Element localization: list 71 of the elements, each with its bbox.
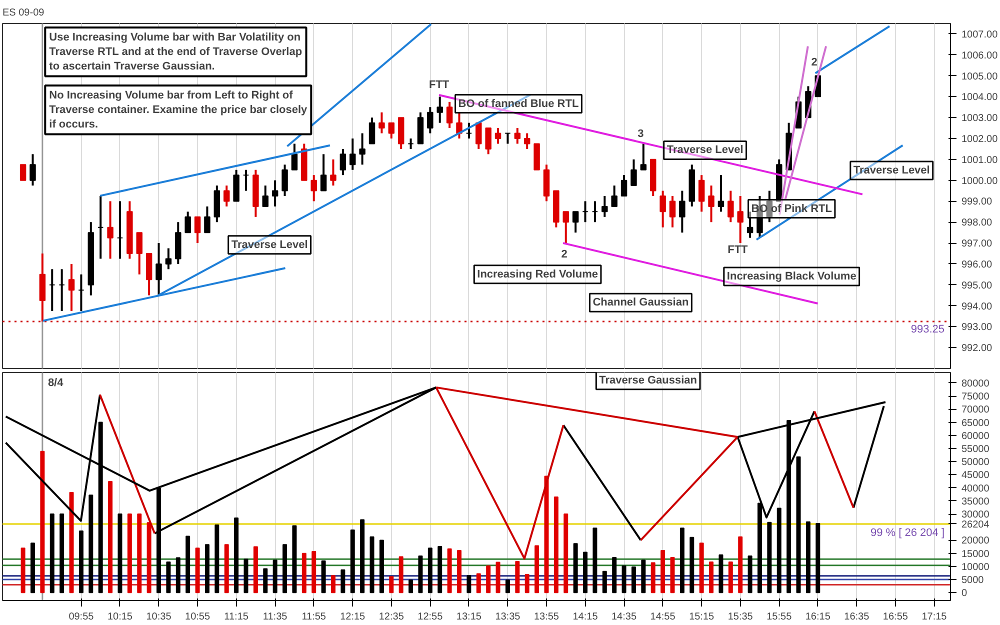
x-tick-label: 12:55 — [418, 612, 444, 622]
x-tick-label: 14:55 — [650, 612, 676, 622]
y-tick-label: 999.00 — [962, 196, 993, 208]
y-tick-label: 992.00 — [962, 343, 993, 354]
y-tick-label: 994.00 — [962, 301, 993, 312]
y-tick-label: 50000 — [962, 457, 990, 468]
y-tick-label: 1004.00 — [962, 92, 998, 104]
y-tick-label: 30000 — [962, 510, 990, 521]
annotation: FTT — [428, 78, 450, 91]
y-tick-label: 996.00 — [962, 259, 993, 270]
ref-line-label: 99 % [ 26 204 ] — [870, 526, 944, 539]
annotation: 2 — [561, 248, 568, 260]
y-tick-label: 55000 — [962, 444, 990, 455]
y-tick-label: 998.00 — [962, 218, 993, 229]
y-tick-label: 5000 — [962, 575, 984, 586]
x-tick-label: 11:15 — [224, 612, 249, 622]
x-tick-label: 10:35 — [146, 612, 172, 622]
annotation: Traverse Gaussian — [599, 374, 698, 386]
x-tick-label: 12:15 — [340, 612, 366, 622]
annotation: Increasing Red Volume — [477, 268, 598, 280]
x-tick-label: 13:35 — [495, 612, 521, 622]
y-tick-label: 1001.00 — [962, 154, 998, 166]
x-tick-label: 13:15 — [456, 612, 482, 622]
annotation: No Increasing Volume bar from Left to Right of Traverse container. Examine the price bar closely if occurs. — [49, 90, 308, 130]
y-tick-label: 15000 — [962, 548, 990, 560]
x-tick-label: 14:15 — [572, 612, 598, 622]
y-tick-label: 65000 — [962, 418, 990, 429]
x-tick-label: 15:15 — [689, 612, 715, 622]
annotation: 3 — [638, 128, 644, 140]
x-tick-label: 16:15 — [805, 612, 831, 622]
y-tick-label: 40000 — [962, 483, 990, 494]
x-tick-label: 16:55 — [882, 612, 908, 622]
y-tick-label: 75000 — [962, 392, 990, 403]
x-tick-label: 11:55 — [302, 612, 326, 622]
y-tick-label: 997.00 — [962, 238, 993, 250]
y-tick-label: 1002.00 — [962, 134, 998, 145]
ref-line-label: 993.25 — [910, 323, 945, 336]
annotation: FTT — [728, 244, 748, 256]
y-tick-label: 1007.00 — [962, 29, 998, 40]
x-tick-label: 11:35 — [262, 612, 288, 622]
annotation: Use Increasing Volume bar with Bar Volatility on Traverse RTL and at the end of Traverse Overlap to ascertain Traverse Gaussian. — [49, 32, 302, 72]
x-tick-label: 10:15 — [107, 612, 133, 622]
y-tick-label: 993.00 — [962, 322, 993, 334]
y-tick-label: 1005.00 — [962, 71, 998, 82]
annotation: 2 — [811, 56, 818, 69]
x-tick-label: 09:55 — [68, 612, 94, 622]
x-tick-label: 15:35 — [728, 612, 754, 622]
x-tick-label: 17:15 — [922, 612, 948, 622]
y-tick-label: 80000 — [962, 378, 990, 390]
x-tick-label: 14:35 — [612, 612, 637, 622]
y-tick-label: 1000.00 — [962, 176, 998, 187]
y-tick-label: 60000 — [962, 430, 990, 442]
x-tick-label: 12:35 — [378, 612, 404, 622]
y-tick-label: 35000 — [962, 496, 990, 508]
x-tick-label: 13:55 — [534, 612, 560, 622]
x-tick-label: 16:35 — [844, 612, 870, 622]
y-tick-label: 1006.00 — [962, 50, 998, 62]
annotation: Channel Gaussian — [592, 296, 689, 309]
y-tick-label: 70000 — [962, 404, 990, 416]
y-tick-label: 0 — [962, 588, 968, 600]
y-tick-label: 26204 — [962, 519, 990, 530]
x-tick-label: 15:55 — [766, 612, 792, 622]
y-tick-label: 995.00 — [962, 280, 993, 292]
annotation: 8/4 — [48, 376, 64, 389]
y-tick-label: 10000 — [962, 562, 990, 573]
annotation: Increasing Black Volume — [726, 270, 856, 282]
chart-title: ES 09-09 — [2, 8, 45, 18]
y-tick-label: 20000 — [962, 536, 990, 547]
y-tick-label: 1003.00 — [962, 113, 998, 124]
x-tick-label: 10:55 — [185, 612, 210, 622]
y-tick-label: 45000 — [962, 470, 990, 482]
